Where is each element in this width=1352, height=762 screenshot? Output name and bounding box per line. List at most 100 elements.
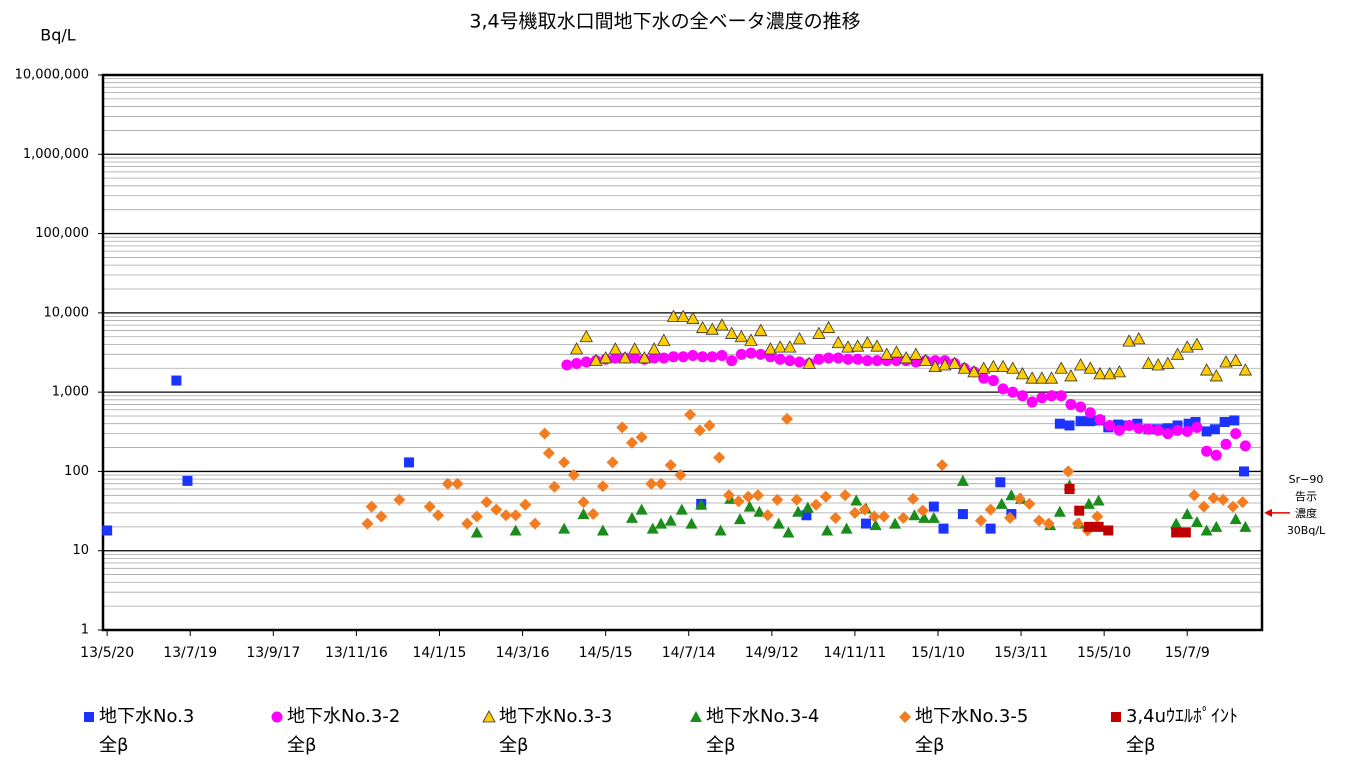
marker-circle [890,355,902,367]
marker-diamond [451,477,464,490]
marker-square [938,523,949,534]
marker-circle [1104,419,1116,431]
marker-circle [755,348,767,360]
marker-circle [1084,407,1096,419]
reference-arrowhead [1264,508,1272,517]
marker-triangle [589,353,603,366]
marker-square [1083,521,1094,532]
marker-circle [1152,424,1164,436]
marker-triangle [596,524,609,536]
marker-diamond [432,509,445,522]
x-tick-label: 15/1/10 [911,645,965,661]
marker-triangle [724,326,739,339]
marker-circle [1026,396,1038,408]
marker-triangle [690,711,702,722]
marker-triangle [1103,367,1117,380]
marker-triangle [880,347,894,360]
marker-triangle [628,342,642,355]
marker-diamond [1042,517,1055,530]
marker-circle [735,348,747,360]
marker-triangle [655,517,668,529]
marker-triangle [801,501,814,513]
marker-square [1180,527,1191,538]
marker-triangle [646,522,659,534]
marker-diamond [713,451,726,464]
y-tick-label: 100,000 [35,226,89,241]
marker-diamond [771,493,784,506]
plot-frame [101,73,1264,632]
marker-triangle [821,320,836,334]
marker-diamond [868,510,881,523]
marker-diamond [722,489,735,502]
marker-triangle [899,351,913,364]
marker-triangle [1044,371,1059,384]
marker-triangle [625,511,638,523]
marker-diamond [839,489,852,502]
marker-diamond [877,510,890,523]
marker-triangle [1025,371,1039,384]
marker-circle [1210,449,1222,461]
marker-diamond [703,419,716,432]
marker-circle [997,383,1009,395]
marker-diamond [1207,492,1220,505]
marker-circle [1036,392,1048,404]
marker-square [957,509,968,520]
marker-diamond [761,509,774,522]
marker-triangle [744,333,758,346]
x-tick-label: 15/5/10 [1077,645,1131,661]
marker-triangle [841,340,855,353]
marker-triangle [1141,356,1156,369]
annotation-text: 濃度 [1295,506,1317,520]
marker-diamond [936,459,949,472]
y-tick-label: 1,000,000 [23,147,89,162]
marker-triangle [1132,332,1146,345]
marker-diamond [361,517,374,530]
y-tick-label: 1,000 [52,385,89,400]
marker-diamond [781,412,794,425]
marker-triangle [666,309,681,322]
legend-label: 3,4uｳｴﾙﾎﾟｲﾝﾄ 全β [1126,706,1239,756]
marker-diamond [499,509,512,522]
marker-triangle [647,342,661,355]
marker-diamond [1033,514,1046,527]
y-tick-label: 100 [64,464,89,479]
marker-triangle [1238,363,1253,376]
marker-triangle [1190,337,1204,350]
marker-diamond [829,511,842,524]
marker-circle [580,356,592,368]
marker-circle [745,347,757,359]
marker-diamond [558,456,571,469]
marker-diamond [423,500,436,513]
marker-diamond [974,514,987,527]
marker-triangle [1082,497,1095,509]
marker-square [928,501,939,512]
marker-triangle [889,517,902,529]
marker-triangle [618,351,632,364]
marker-circle [1220,438,1232,450]
marker-triangle [1229,353,1243,366]
marker-square [1075,416,1086,427]
marker-circle [1016,390,1028,402]
marker-triangle [1064,369,1078,382]
marker-triangle [1161,356,1175,369]
marker-circle [658,352,670,364]
marker-triangle [1112,365,1127,378]
y-tick-label: 1 [81,623,89,638]
marker-square [1112,419,1123,430]
marker-circle [832,352,844,364]
marker-triangle [840,522,853,534]
marker-diamond [587,508,600,521]
marker-circle [1055,390,1067,402]
x-tick-label: 14/7/14 [662,645,716,661]
marker-square [1085,416,1096,427]
marker-triangle [733,513,746,525]
marker-diamond [684,408,697,421]
marker-circle [648,352,660,364]
marker-triangle [657,333,671,346]
marker-triangle [598,351,613,364]
marker-triangle [956,474,969,486]
marker-square [1074,505,1085,516]
marker-square [84,712,94,722]
marker-triangle [1170,347,1185,360]
